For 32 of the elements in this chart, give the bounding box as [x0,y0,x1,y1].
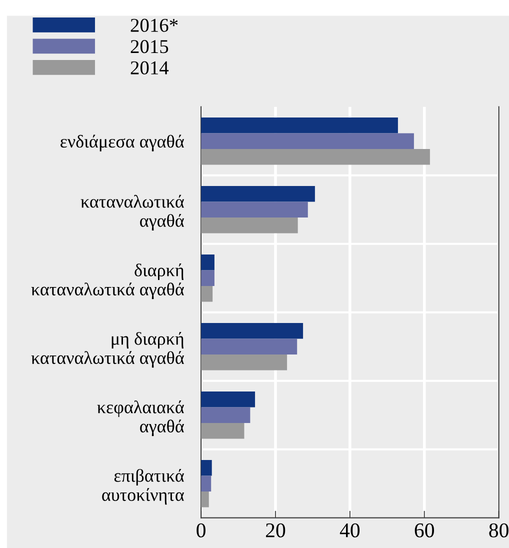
y-tick-label: μη διαρκή καταναλωτικά αγαθά [31,332,184,368]
legend-label: 2015 [130,40,168,54]
bar [201,476,212,492]
bar [201,270,214,286]
bar [201,148,430,165]
bar [201,407,250,423]
bar [201,354,288,370]
bar [201,338,298,354]
bar [201,133,414,149]
bar [201,202,308,218]
x-tick-label: 80 [489,523,508,538]
bar [201,491,209,508]
bar [201,117,398,134]
y-tick-label: επιβατικά αυτοκίνητα [102,468,184,505]
y-tick-label: ενδιάμεσα αγαθά [60,134,184,152]
y-tick-label: κεφαλαιακά αγαθά [97,400,184,436]
x-tick-label: 0 [196,523,206,538]
y-tick-label: καταναλωτικά αγαθά [80,194,184,231]
bar [201,217,298,234]
x-tick-label: 40 [340,523,360,538]
legend-label: 2016* [130,18,178,32]
bar [201,286,213,302]
bar [201,254,214,270]
x-tick-label: 20 [266,523,286,538]
bar [201,422,244,439]
legend-label: 2014 [130,61,169,74]
y-tick-label: διαρκή καταναλωτικά αγαθά [31,263,184,300]
bar [201,322,304,339]
bar [201,186,315,202]
bar [201,460,212,476]
bar [201,391,256,408]
x-tick-label: 60 [414,523,434,538]
